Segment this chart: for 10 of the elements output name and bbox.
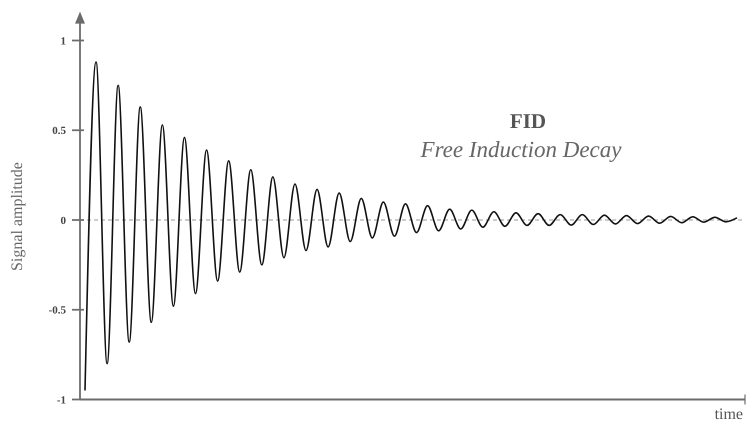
y-tick-label: 1 xyxy=(60,35,66,48)
y-tick-label: 0 xyxy=(60,214,66,227)
y-axis-title: Signal amplitude xyxy=(9,162,26,271)
x-axis-title: time xyxy=(714,406,743,423)
y-tick-label: 0.5 xyxy=(52,125,66,138)
line-series xyxy=(84,61,738,392)
text: Free Induction Decay xyxy=(420,137,622,162)
y-tick-label: -1 xyxy=(56,394,66,406)
y-tick-label: -0.5 xyxy=(48,304,66,317)
text: FID xyxy=(510,109,546,133)
